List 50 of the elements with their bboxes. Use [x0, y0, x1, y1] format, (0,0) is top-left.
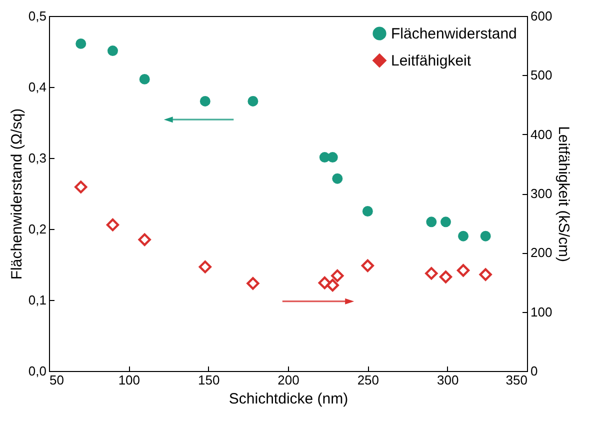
- y-tick-label: 0,0: [28, 364, 46, 378]
- point: [440, 216, 451, 228]
- point: [198, 260, 212, 274]
- x-axis-title: Schichtdicke (nm): [228, 390, 348, 408]
- point: [106, 218, 120, 232]
- y-tick-label: 0,2: [28, 222, 46, 236]
- y2-tick-label: 0: [530, 364, 538, 378]
- legend-label: Flächenwiderstand: [391, 26, 517, 42]
- point: [332, 173, 343, 184]
- point: [331, 269, 344, 282]
- x-tick-label: 250: [357, 372, 380, 388]
- point: [480, 230, 491, 242]
- point: [107, 46, 118, 56]
- y2-tick-label: 400: [530, 126, 552, 142]
- point: [426, 216, 437, 228]
- y2-tick-label: 500: [530, 68, 552, 83]
- y-tick-label: 0,5: [28, 8, 46, 24]
- point: [326, 278, 339, 292]
- x-tick-label: 150: [198, 372, 220, 388]
- y-tick-label: 0,1: [28, 292, 46, 308]
- point: [361, 259, 374, 272]
- point: [425, 267, 438, 280]
- point: [248, 96, 258, 106]
- x-tick-label: 350: [506, 372, 528, 388]
- y-axis-title: Flächenwiderstand (Ω/sq): [8, 108, 26, 280]
- point: [362, 206, 373, 216]
- point: [74, 180, 88, 194]
- y2-tick-label: 600: [530, 8, 552, 24]
- legend-label: Leitfähigkeit: [391, 52, 472, 70]
- point: [327, 152, 338, 163]
- point: [76, 38, 86, 49]
- point: [139, 74, 150, 84]
- point: [458, 230, 469, 242]
- point: [138, 233, 151, 246]
- point: [200, 96, 210, 106]
- point: [318, 276, 331, 290]
- point: [456, 264, 470, 277]
- y2-tick-label: 100: [530, 304, 552, 320]
- y2-tick-label: 300: [530, 186, 552, 201]
- y2-tick-label: 200: [530, 245, 552, 260]
- x-tick-label: 200: [278, 372, 300, 388]
- y-tick-label: 0,3: [28, 150, 46, 166]
- y2-axis-title: Leitfähigkeit (kS/cm): [555, 126, 572, 262]
- x-tick-label: 100: [118, 372, 140, 388]
- point: [246, 277, 260, 290]
- x-tick-label: 300: [436, 372, 459, 388]
- point: [439, 270, 452, 284]
- y-tick-label: 0,4: [28, 80, 46, 94]
- x-tick-label: 50: [50, 372, 64, 388]
- point: [479, 268, 492, 281]
